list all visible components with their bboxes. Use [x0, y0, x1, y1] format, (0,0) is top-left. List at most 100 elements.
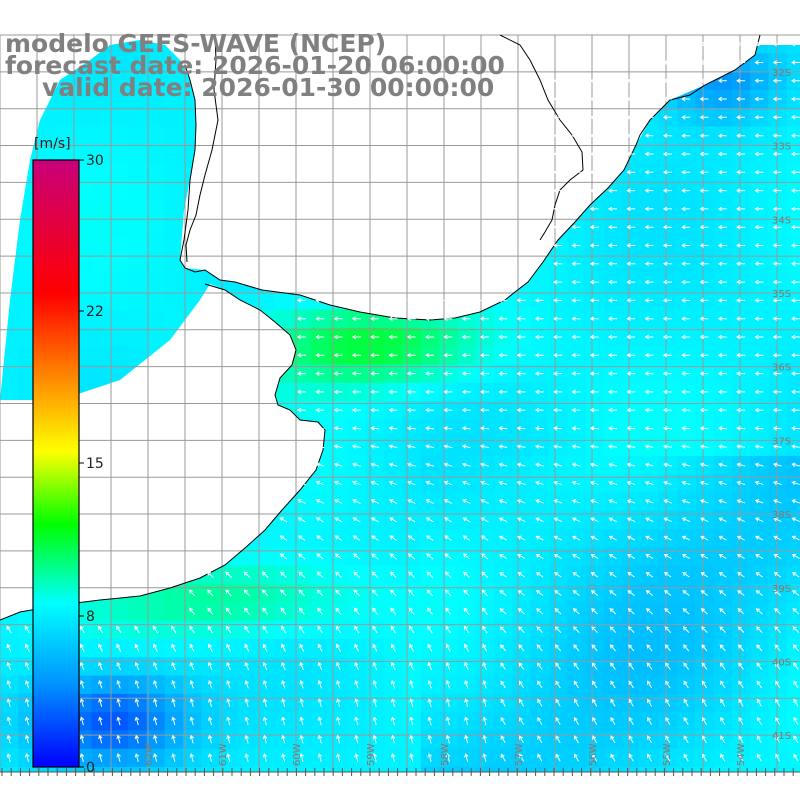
- wind-arrow: [719, 608, 727, 615]
- wind-arrow: [699, 60, 709, 65]
- wind-arrow: [516, 352, 526, 358]
- wind-arrow: [791, 96, 800, 102]
- field-cell: [73, 767, 93, 772]
- wind-arrow: [262, 698, 268, 707]
- wind-arrow: [571, 169, 581, 175]
- wind-arrow: [352, 462, 361, 467]
- wind-arrow: [336, 716, 341, 726]
- wind-arrow: [516, 371, 526, 376]
- wind-arrow: [772, 426, 782, 431]
- wind-arrow: [406, 407, 416, 413]
- wind-arrow: [516, 499, 526, 504]
- wind-arrow: [536, 662, 543, 670]
- wind-arrow: [573, 662, 580, 670]
- field-cell: [530, 767, 550, 772]
- wind-arrow: [553, 334, 563, 340]
- wind-arrow: [683, 698, 689, 707]
- wind-arrow: [480, 389, 489, 395]
- field-cell: [109, 199, 129, 219]
- wind-arrow: [279, 553, 288, 560]
- wind-arrow: [207, 589, 214, 597]
- wind-arrow: [644, 279, 654, 285]
- wind-arrow: [480, 298, 489, 303]
- wind-arrow: [315, 407, 325, 413]
- wind-arrow: [116, 698, 121, 707]
- field-cell: [219, 767, 239, 772]
- wind-arrow: [315, 334, 325, 340]
- wind-arrow: [534, 389, 544, 395]
- wind-arrow: [6, 680, 11, 689]
- wind-arrow: [665, 680, 671, 689]
- wind-arrow: [443, 426, 453, 431]
- wind-arrow: [702, 698, 707, 707]
- wind-arrow: [700, 608, 708, 615]
- wind-arrow: [116, 680, 121, 689]
- wind-arrow: [462, 480, 471, 486]
- wind-arrow: [336, 680, 341, 689]
- wind-arrow: [370, 298, 380, 303]
- wind-arrow: [736, 151, 746, 157]
- colorbar: [m/s] 30 22 15 8 0: [32, 136, 104, 776]
- wind-arrow: [791, 371, 800, 376]
- wind-arrow: [699, 462, 709, 467]
- wind-arrow: [333, 298, 343, 303]
- field-cell: [91, 346, 111, 365]
- wind-arrow: [480, 426, 489, 431]
- wind-arrow: [372, 607, 378, 615]
- wind-arrow: [571, 407, 581, 413]
- wind-arrow: [534, 352, 544, 358]
- wind-arrow: [610, 753, 616, 762]
- wind-arrow: [681, 554, 690, 560]
- field-cell: [256, 547, 276, 567]
- wind-arrow: [390, 753, 396, 762]
- wind-arrow: [555, 753, 561, 762]
- wind-arrow: [244, 680, 249, 689]
- wind-arrow: [589, 316, 599, 321]
- wind-arrow: [791, 261, 800, 267]
- wind-arrow: [425, 352, 435, 358]
- wind-arrow: [535, 572, 544, 578]
- wind-arrow: [354, 716, 359, 726]
- wind-arrow: [480, 316, 489, 321]
- wind-arrow: [315, 462, 325, 467]
- wind-arrow: [79, 661, 85, 671]
- wind-arrow: [665, 662, 671, 670]
- wind-arrow: [754, 151, 764, 157]
- wind-arrow: [370, 407, 380, 413]
- wind-arrow: [754, 188, 764, 193]
- wind-arrow: [389, 535, 397, 541]
- wind-arrow: [719, 644, 726, 652]
- field-cell: [164, 163, 184, 182]
- wind-arrow: [445, 661, 451, 671]
- wind-arrow: [662, 78, 672, 84]
- wind-arrow: [592, 680, 598, 689]
- wind-arrow: [646, 680, 653, 689]
- wind-arrow: [699, 389, 709, 395]
- wind-arrow: [388, 407, 398, 413]
- wind-arrow: [756, 662, 763, 670]
- wind-arrow: [535, 499, 544, 504]
- wind-arrow: [370, 462, 380, 467]
- wind-arrow: [717, 426, 727, 431]
- wind-arrow: [736, 298, 746, 303]
- wind-arrow: [462, 517, 471, 523]
- wind-arrow: [608, 517, 617, 523]
- wind-arrow: [351, 407, 361, 413]
- wind-arrow: [390, 734, 396, 744]
- wind-arrow: [535, 517, 544, 523]
- longitude-label: 59W: [366, 743, 377, 766]
- wind-arrow: [389, 553, 397, 560]
- wind-arrow: [608, 426, 618, 431]
- wind-arrow: [608, 261, 617, 267]
- wind-arrow: [791, 426, 800, 431]
- wind-arrow: [480, 371, 489, 376]
- wind-arrow: [571, 78, 581, 84]
- field-cell: [91, 53, 111, 73]
- wind-arrow: [772, 407, 782, 413]
- wind-arrow: [388, 334, 398, 340]
- wind-arrow: [699, 352, 709, 358]
- field-cell: [54, 144, 74, 164]
- wind-arrow: [443, 316, 453, 321]
- wind-arrow: [644, 407, 654, 413]
- field-cell: [109, 108, 129, 128]
